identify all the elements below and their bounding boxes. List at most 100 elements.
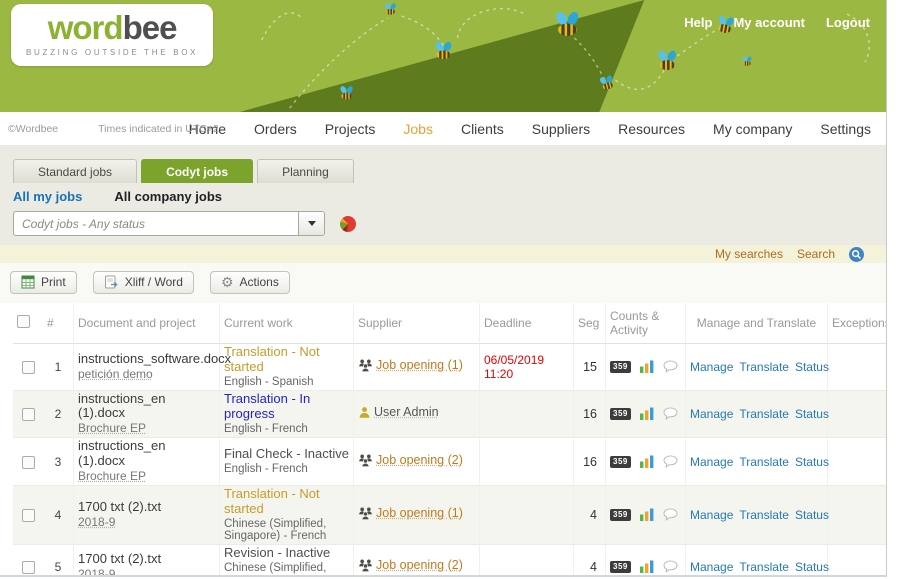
header-document[interactable]: Document and project <box>73 303 219 344</box>
document-name[interactable]: instructions_en (1).docx <box>78 438 166 469</box>
activity-chart-icon[interactable] <box>639 560 654 574</box>
nav-home[interactable]: Home <box>188 120 226 137</box>
word-count-badge[interactable]: 359 <box>610 560 631 573</box>
document-name[interactable]: instructions_en (1).docx <box>78 390 166 421</box>
nav-clients[interactable]: Clients <box>460 120 504 137</box>
all-company-jobs-link[interactable]: All company jobs <box>114 189 222 204</box>
translate-link[interactable]: Translate <box>739 507 789 522</box>
status-link[interactable]: Status <box>794 359 829 374</box>
header-seg[interactable]: Seg <box>573 303 605 344</box>
activity-chart-icon[interactable] <box>639 455 654 469</box>
header-exceptions[interactable]: Exceptions <box>827 303 886 344</box>
supplier-link[interactable]: Job opening (1) <box>376 357 463 372</box>
filter-dropdown-button[interactable] <box>298 212 324 235</box>
work-status[interactable]: Translation - Not started <box>224 485 320 516</box>
document-name[interactable]: instructions_software.docx <box>78 350 232 366</box>
row-checkbox[interactable] <box>21 360 35 374</box>
activity-chart-icon[interactable] <box>639 407 654 421</box>
table-row: 3 instructions_en (1).docx Brochure EP F… <box>13 438 886 486</box>
status-link[interactable]: Status <box>794 454 829 469</box>
all-my-jobs-link[interactable]: All my jobs <box>13 189 83 204</box>
work-status[interactable]: Translation - Not started <box>224 344 320 374</box>
comments-icon[interactable] <box>663 560 678 574</box>
row-checkbox[interactable] <box>21 455 35 469</box>
header-num[interactable]: # <box>43 303 73 344</box>
header-supplier[interactable]: Supplier <box>353 303 479 344</box>
help-link[interactable]: Help <box>684 15 713 30</box>
work-status[interactable]: Final Check - Inactive <box>224 446 349 462</box>
translate-link[interactable]: Translate <box>739 454 789 469</box>
comments-icon[interactable] <box>663 360 678 374</box>
select-all-checkbox[interactable] <box>17 315 30 328</box>
nav-orders[interactable]: Orders <box>254 120 297 137</box>
status-link[interactable]: Status <box>794 559 829 574</box>
project-name[interactable]: Brochure EP <box>78 421 147 436</box>
xliff-word-button[interactable]: Xliff / Word <box>92 271 194 294</box>
status-filter-input[interactable] <box>14 212 298 235</box>
wordbee-logo[interactable]: wordbee BUZZING OUTSIDE THE BOX <box>11 4 214 66</box>
nav-resources[interactable]: Resources <box>618 120 686 137</box>
document-name[interactable]: 1700 txt (2).txt <box>78 550 162 566</box>
header-current-work[interactable]: Current work <box>219 303 353 344</box>
deadline <box>479 545 573 575</box>
row-checkbox[interactable] <box>21 509 35 523</box>
nav-my-company[interactable]: My company <box>713 120 793 137</box>
row-checkbox[interactable] <box>21 407 35 421</box>
project-name[interactable]: Brochure EP <box>78 469 147 484</box>
project-name[interactable]: petición demo <box>78 366 153 381</box>
word-count-badge[interactable]: 359 <box>610 407 631 420</box>
language-pair: Chinese (Simplified, Singapore) - French <box>224 561 327 575</box>
supplier-link[interactable]: Job opening (2) <box>376 557 463 572</box>
my-searches-link[interactable]: My searches <box>714 247 783 261</box>
comments-icon[interactable] <box>663 407 678 421</box>
translate-link[interactable]: Translate <box>739 406 789 421</box>
language-pair: English - French <box>224 422 308 435</box>
header-counts[interactable]: Counts & Activity <box>605 303 685 344</box>
tab-codyt-jobs[interactable]: Codyt jobs <box>141 159 254 183</box>
supplier-link[interactable]: Job opening (1) <box>376 505 463 520</box>
logout-link[interactable]: Logout <box>825 15 870 30</box>
manage-link[interactable]: Manage <box>690 359 734 374</box>
word-count-badge[interactable]: 359 <box>610 455 631 468</box>
word-count-badge[interactable]: 359 <box>610 508 631 521</box>
print-button[interactable]: Print <box>10 271 77 294</box>
search-icon[interactable] <box>849 246 864 262</box>
work-status[interactable]: Revision - Inactive <box>224 545 331 561</box>
nav-jobs[interactable]: Jobs <box>403 120 433 137</box>
translate-link[interactable]: Translate <box>739 359 789 374</box>
word-count-badge[interactable]: 359 <box>610 360 631 373</box>
manage-link[interactable]: Manage <box>690 454 734 469</box>
nav-projects[interactable]: Projects <box>324 120 376 137</box>
pie-chart-icon[interactable] <box>340 215 356 232</box>
status-link[interactable]: Status <box>794 507 829 522</box>
nav-suppliers[interactable]: Suppliers <box>531 120 591 137</box>
nav-settings[interactable]: Settings <box>820 120 871 137</box>
comments-icon[interactable] <box>663 508 678 522</box>
document-name[interactable]: 1700 txt (2).txt <box>78 499 162 515</box>
manage-link[interactable]: Manage <box>690 507 734 522</box>
activity-chart-icon[interactable] <box>639 360 654 374</box>
timezone-label: Times indicated in UTC+2 <box>98 123 219 135</box>
my-account-link[interactable]: My account <box>733 15 805 30</box>
translate-link[interactable]: Translate <box>739 559 789 574</box>
header-manage[interactable]: Manage and Translate <box>685 303 827 344</box>
work-status[interactable]: Translation - In progress <box>224 391 311 422</box>
activity-chart-icon[interactable] <box>639 508 654 522</box>
manage-link[interactable]: Manage <box>690 559 734 574</box>
supplier-link[interactable]: Job opening (2) <box>376 452 463 467</box>
exceptions-cell <box>827 545 886 575</box>
project-name[interactable]: 2018-9 <box>78 566 116 577</box>
manage-link[interactable]: Manage <box>690 406 734 421</box>
comments-icon[interactable] <box>663 455 678 468</box>
tab-planning[interactable]: Planning <box>257 159 354 183</box>
row-number: 3 <box>43 438 73 486</box>
project-name[interactable]: 2018-9 <box>78 515 116 529</box>
row-checkbox[interactable] <box>21 560 35 574</box>
logo-text: wordbee <box>47 9 178 46</box>
status-link[interactable]: Status <box>794 406 829 421</box>
actions-button[interactable]: ⚙ Actions <box>209 271 290 294</box>
header-deadline[interactable]: Deadline <box>479 303 573 344</box>
tab-standard-jobs[interactable]: Standard jobs <box>13 159 138 183</box>
supplier-link[interactable]: User Admin <box>374 404 439 419</box>
search-link[interactable]: Search <box>796 247 835 261</box>
